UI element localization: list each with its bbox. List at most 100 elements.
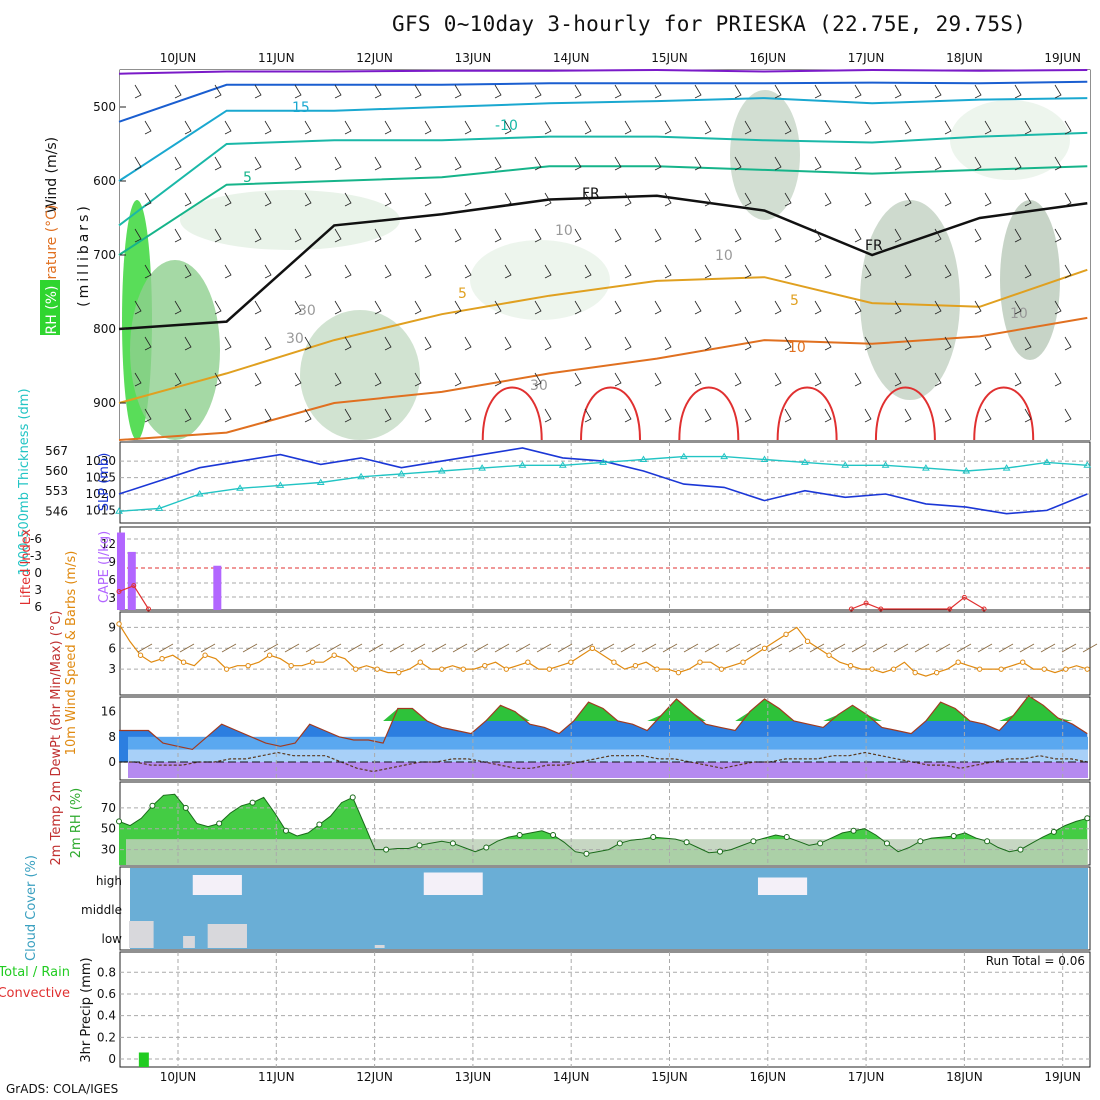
wind-speed-line xyxy=(118,623,1088,677)
thickness-marker xyxy=(478,464,486,471)
wind-barb xyxy=(410,643,426,653)
cloud-low-bar xyxy=(183,936,195,948)
wind-barb xyxy=(1014,84,1022,99)
wind-marker xyxy=(309,659,316,665)
contour-label: 10 xyxy=(788,340,806,356)
wind-barb xyxy=(704,120,712,135)
wind-barb xyxy=(694,156,702,171)
rh-shading xyxy=(300,310,420,440)
rh-shading xyxy=(950,100,1070,180)
wind-marker xyxy=(546,666,553,672)
wind-barb xyxy=(894,228,902,243)
thickness-marker xyxy=(720,452,729,460)
wind-marker xyxy=(1041,666,1047,672)
lifted-tick: -3 xyxy=(30,549,42,563)
wind-barb xyxy=(464,192,472,207)
wind-barb xyxy=(304,336,312,351)
wind-barb xyxy=(384,264,392,279)
thickness-marker xyxy=(1083,461,1092,468)
temp-contour-5-iso xyxy=(118,165,1088,256)
rh2m-marker xyxy=(917,838,924,845)
label-precip: 3hr Precip (mm) xyxy=(79,957,94,1062)
wind-barb xyxy=(788,643,804,653)
wind-barb xyxy=(1014,372,1022,387)
wind-barb xyxy=(304,120,312,135)
slp-tick: 1015 xyxy=(85,503,116,517)
wind-marker xyxy=(869,666,875,672)
thickness-tick: 567 xyxy=(45,444,68,458)
wind-barb xyxy=(864,120,872,135)
wind-barb xyxy=(614,156,622,171)
wind-barb xyxy=(263,643,279,653)
thickness-marker xyxy=(236,484,244,491)
wind-barb xyxy=(344,192,352,207)
wind-marker xyxy=(675,669,682,676)
wind-barb xyxy=(1054,156,1062,171)
slp-tick: 1020 xyxy=(85,487,116,501)
wind-barb xyxy=(494,643,510,653)
thickness-marker xyxy=(276,481,285,488)
wind-barb xyxy=(221,643,237,653)
lifted-index-line xyxy=(118,584,985,610)
wind-barb xyxy=(662,643,678,653)
wind-barb xyxy=(904,336,912,351)
wind-barb xyxy=(1064,408,1072,423)
wind-barb xyxy=(984,264,992,279)
thickness-marker xyxy=(1043,458,1051,465)
lifted-marker xyxy=(848,606,854,612)
slp-tick: 1030 xyxy=(85,454,116,468)
wind-barb xyxy=(454,300,462,315)
temp-contour--20 xyxy=(118,68,1088,75)
wind-barb xyxy=(264,408,272,423)
wind-barb xyxy=(294,372,302,387)
wind-barb xyxy=(414,156,422,171)
wind-barb xyxy=(264,192,272,207)
lifted-marker xyxy=(863,600,869,606)
wind-barb xyxy=(494,372,502,387)
lifted-marker xyxy=(131,583,137,589)
wind-barb xyxy=(774,84,782,99)
wind-barb xyxy=(974,84,982,99)
lifted-tick: 0 xyxy=(34,566,42,580)
wind-barb xyxy=(424,120,432,135)
wind-barb xyxy=(424,192,432,207)
cape-tick: 3 xyxy=(108,591,116,605)
date-label-top: 11JUN xyxy=(258,51,295,65)
wind-barb xyxy=(374,300,382,315)
wind-barb xyxy=(944,336,952,351)
run-total-label: Run Total = 0.06 xyxy=(986,954,1085,968)
wind-barb xyxy=(184,408,192,423)
date-label-bottom: 10JUN xyxy=(160,1070,197,1084)
thickness-marker xyxy=(881,461,890,468)
wind-barb xyxy=(694,84,702,99)
wind-barb xyxy=(134,156,142,171)
rh2m-marker xyxy=(883,840,890,847)
wind-marker xyxy=(503,666,510,672)
wind-barb xyxy=(851,643,867,653)
rh2m-marker xyxy=(449,840,456,847)
wind-marker xyxy=(331,652,337,658)
thickness-marker xyxy=(437,467,446,474)
panel-frame-cloud xyxy=(119,866,1091,951)
wind-barb xyxy=(414,300,422,315)
wind-barb xyxy=(664,408,672,423)
rh2m-marker xyxy=(683,839,690,846)
wind-barb xyxy=(304,408,312,423)
wind-marker xyxy=(417,659,423,665)
wind-barb xyxy=(504,192,512,207)
wind-barb xyxy=(304,192,312,207)
wind-barb xyxy=(1064,120,1072,135)
contour-label: 5 xyxy=(790,293,799,309)
wind-barb xyxy=(544,264,552,279)
wind-marker xyxy=(697,659,703,665)
rh2m-marker xyxy=(149,802,156,809)
precip-tick: 0.4 xyxy=(97,1009,116,1023)
precip-bar xyxy=(138,1052,149,1067)
wind-barb xyxy=(944,120,952,135)
wind-barb xyxy=(734,300,742,315)
wind-barb xyxy=(344,336,352,351)
precip-tick: 0.2 xyxy=(97,1030,116,1044)
rh-shading xyxy=(130,260,220,440)
cape-bar xyxy=(127,551,136,610)
label-thickness: 1000-500mb Thickness (dm) xyxy=(17,388,32,575)
